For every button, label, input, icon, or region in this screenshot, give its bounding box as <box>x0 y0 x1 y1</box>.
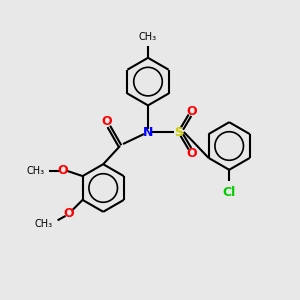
Text: CH₃: CH₃ <box>139 32 157 42</box>
Text: O: O <box>63 207 74 220</box>
Text: O: O <box>101 115 112 128</box>
Text: O: O <box>187 147 197 160</box>
Text: Cl: Cl <box>223 186 236 199</box>
Text: N: N <box>143 125 153 139</box>
Text: S: S <box>174 125 183 139</box>
Text: CH₃: CH₃ <box>34 219 52 229</box>
Text: O: O <box>187 105 197 118</box>
Text: CH₃: CH₃ <box>26 166 44 176</box>
Text: O: O <box>58 164 68 177</box>
